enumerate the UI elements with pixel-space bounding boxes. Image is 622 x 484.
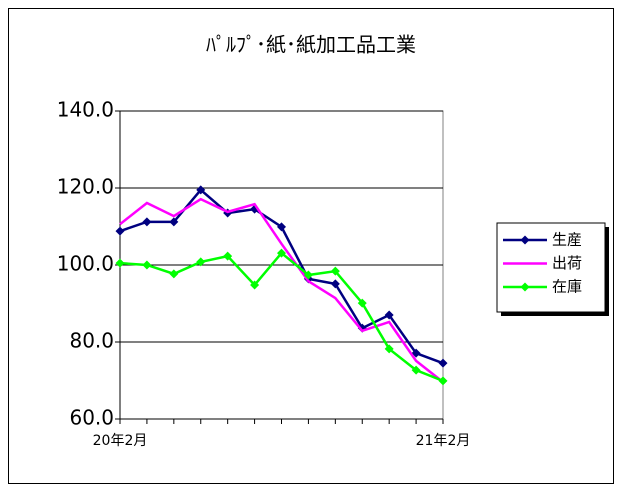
data-point <box>196 185 206 195</box>
legend-label: 出荷 <box>552 254 582 272</box>
data-point <box>115 258 125 268</box>
legend <box>496 222 606 313</box>
data-point <box>277 248 286 258</box>
data-point <box>142 260 152 270</box>
legend-marker <box>520 282 530 292</box>
x-tick-label: 20年2月 <box>93 433 148 449</box>
data-point <box>277 222 286 232</box>
data-point <box>196 257 206 267</box>
data-point <box>250 204 260 214</box>
y-tick-label: 80.0 <box>69 329 114 353</box>
data-point <box>142 217 152 227</box>
data-point <box>438 358 448 368</box>
data-point <box>223 251 233 261</box>
data-point <box>384 344 394 354</box>
series-line <box>119 197 444 384</box>
legend-marker <box>520 235 530 245</box>
y-tick-label: 100.0 <box>57 252 114 276</box>
x-tick-label: 21年2月 <box>416 433 471 449</box>
data-point <box>330 266 340 276</box>
data-point <box>250 280 260 290</box>
data-point <box>357 298 367 308</box>
data-point <box>438 376 448 386</box>
data-point <box>115 226 125 236</box>
y-tick-label: 60.0 <box>69 406 114 430</box>
data-point <box>330 279 340 289</box>
data-point <box>411 348 421 358</box>
y-tick-label: 140.0 <box>57 98 114 122</box>
legend-label: 生産 <box>552 231 582 249</box>
data-point <box>169 269 179 279</box>
chart-title: ﾊﾟﾙﾌﾟ･紙･紙加工品工業 <box>206 33 416 57</box>
data-point <box>384 310 394 320</box>
y-tick-label: 120.0 <box>57 175 114 199</box>
legend-label: 在庫 <box>552 278 582 296</box>
data-point <box>303 270 313 280</box>
data-point <box>169 217 179 227</box>
data-point <box>411 365 421 375</box>
